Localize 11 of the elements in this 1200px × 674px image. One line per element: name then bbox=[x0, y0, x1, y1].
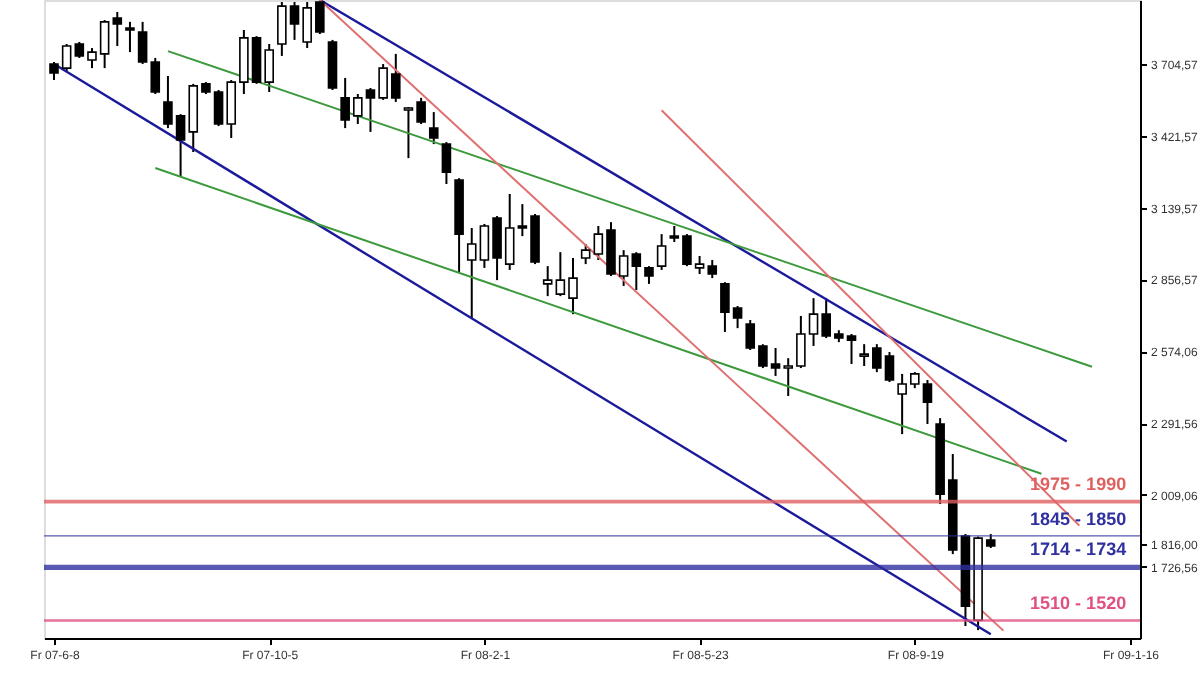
candlestick bbox=[580, 243, 591, 266]
band-label: 1845 - 1850 bbox=[1030, 509, 1127, 530]
candlestick bbox=[542, 265, 553, 298]
candlestick bbox=[428, 111, 439, 146]
candlestick bbox=[656, 233, 667, 271]
candlestick bbox=[125, 20, 135, 54]
candlestick bbox=[327, 38, 338, 91]
band-label: 1714 - 1734 bbox=[1030, 538, 1127, 559]
candlestick bbox=[441, 141, 452, 186]
band-label: 1510 - 1520 bbox=[1030, 593, 1127, 614]
candlestick bbox=[631, 251, 642, 292]
